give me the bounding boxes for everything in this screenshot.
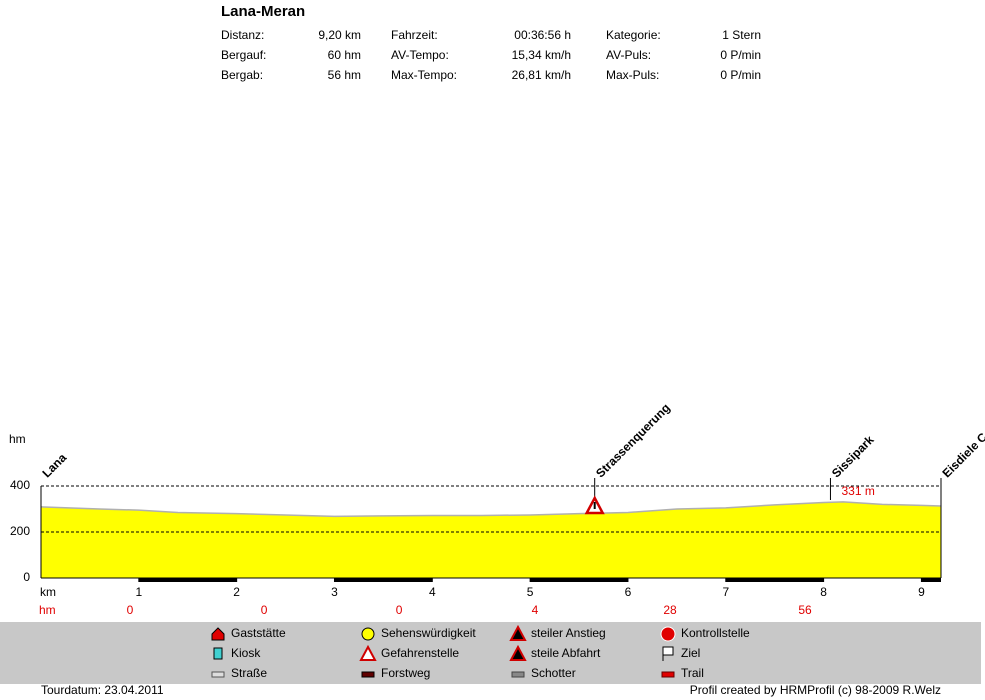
profile-area [41, 501, 941, 578]
legend-label: steiler Anstieg [531, 626, 606, 640]
waypoint-label: Strassenquerung [593, 401, 673, 481]
climb-value: 0 [261, 603, 268, 617]
stat-value: 0 P/min [720, 48, 761, 62]
legend-label: Gefahrenstelle [381, 646, 459, 660]
scale-segment [921, 578, 941, 582]
icon [509, 624, 527, 641]
stat-value: 56 hm [328, 68, 361, 82]
x-tick-label: 2 [233, 585, 240, 599]
x-tick-label: 9 [918, 585, 925, 599]
tour-date: Tourdatum: 23.04.2011 [41, 683, 164, 697]
y-axis-label: hm [9, 432, 26, 446]
stat-label: Kategorie: [606, 28, 661, 42]
y-tick-label: 400 [10, 478, 30, 492]
icon [359, 644, 377, 661]
max-label: 331 m [841, 484, 874, 498]
scale-segment [138, 578, 237, 582]
legend-label: Straße [231, 666, 267, 680]
icon [211, 627, 225, 641]
x-tick-label: 1 [135, 585, 142, 599]
legend-label: Trail [681, 666, 704, 680]
icon [361, 627, 375, 641]
icon [509, 644, 527, 661]
climb-value: 4 [532, 603, 539, 617]
icon [211, 671, 225, 678]
stat-label: Max-Tempo: [391, 68, 457, 82]
legend-label: Gaststätte [231, 626, 286, 640]
x-tick-label: 5 [527, 585, 534, 599]
legend-label: Schotter [531, 666, 576, 680]
x-tick-label: 6 [625, 585, 632, 599]
climb-value: 0 [127, 603, 134, 617]
title: Lana-Meran [221, 3, 305, 20]
legend-label: Ziel [681, 646, 700, 660]
legend-box [0, 622, 981, 684]
stat-value: 60 hm [328, 48, 361, 62]
scale-segment [530, 578, 628, 582]
scale-segment [725, 578, 824, 582]
x-tick-label: 4 [429, 585, 436, 599]
stat-label: AV-Tempo: [391, 48, 449, 62]
icon [213, 647, 223, 660]
stat-label: Fahrzeit: [391, 28, 438, 42]
x-axis-label: km [40, 585, 56, 599]
waypoint-label: Eisdiele C [939, 430, 985, 481]
stat-label: Max-Puls: [606, 68, 659, 82]
stat-label: AV-Puls: [606, 48, 651, 62]
climb-value: 28 [663, 603, 677, 617]
scale-segment [334, 578, 433, 582]
waypoint-label: Sissipark [829, 432, 877, 480]
stat-value: 9,20 km [318, 28, 361, 42]
y-tick-label: 0 [23, 570, 30, 584]
x-tick-label: 8 [820, 585, 827, 599]
icon [361, 671, 375, 678]
profile-line [40, 501, 942, 518]
climb-value: 56 [798, 603, 812, 617]
icon [661, 671, 675, 678]
hazard-mark [593, 502, 596, 509]
legend-label: Sehenswürdigkeit [381, 626, 476, 640]
x-tick-label: 7 [722, 585, 729, 599]
climb-label: hm [39, 603, 56, 617]
stat-value: 0 P/min [720, 68, 761, 82]
stat-label: Bergauf: [221, 48, 266, 62]
legend-label: steile Abfahrt [531, 646, 601, 660]
legend-label: Forstweg [381, 666, 430, 680]
icon [511, 671, 525, 678]
legend-label: Kiosk [231, 646, 261, 660]
waypoint-label: Lana [39, 450, 69, 480]
x-tick-label: 3 [331, 585, 338, 599]
climb-value: 0 [396, 603, 403, 617]
credit: Profil created by HRMProfil (c) 98-2009 … [690, 683, 941, 697]
icon [662, 646, 674, 661]
stat-label: Bergab: [221, 68, 263, 82]
stat-value: 1 Stern [722, 28, 761, 42]
stat-value: 15,34 km/h [512, 48, 571, 62]
icon [660, 626, 676, 642]
stat-label: Distanz: [221, 28, 264, 42]
stat-value: 00:36:56 h [514, 28, 571, 42]
stat-value: 26,81 km/h [512, 68, 571, 82]
y-tick-label: 200 [10, 524, 30, 538]
legend-label: Kontrollstelle [681, 626, 750, 640]
